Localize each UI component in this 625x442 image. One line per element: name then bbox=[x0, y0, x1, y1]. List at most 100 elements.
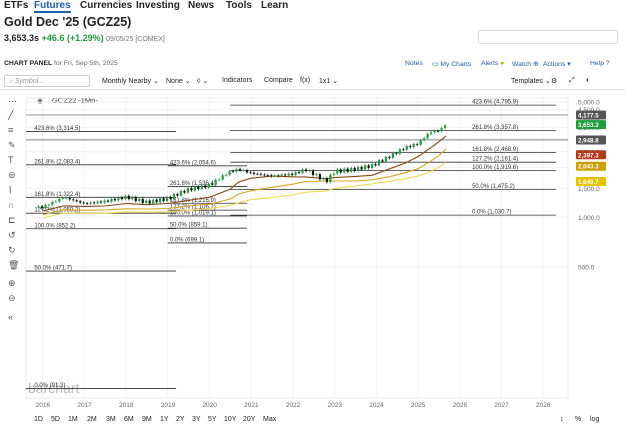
help-icon: ? bbox=[605, 60, 610, 67]
price-chart[interactable]: ◉ GCZ22 -1Mn- barchart 423.6% (4,795.9) 2… bbox=[0, 92, 625, 412]
help-link[interactable]: Help ? bbox=[590, 60, 610, 67]
candle-body bbox=[273, 175, 276, 177]
candle-body bbox=[322, 178, 325, 180]
candle-body bbox=[193, 186, 196, 191]
nav-tab-currencies[interactable]: Currencies bbox=[80, 0, 133, 11]
nav-tab-news[interactable]: News bbox=[188, 0, 215, 11]
magnet-icon[interactable]: ∩ bbox=[8, 200, 15, 210]
plus-icon: ⊕ bbox=[532, 61, 539, 68]
symbol-input[interactable]: ⌕ Symbol... bbox=[4, 75, 90, 87]
pen-icon[interactable]: ✎ bbox=[8, 140, 16, 150]
fib-tool-icon[interactable]: ≡ bbox=[8, 125, 14, 135]
candle-body bbox=[61, 198, 64, 199]
candle-body bbox=[391, 152, 394, 158]
fib-right-label: 161.8% (2,468.9) bbox=[472, 147, 518, 153]
draw-tool-icon[interactable]: ◊ ⌄ bbox=[197, 78, 209, 85]
candle-body bbox=[367, 165, 370, 169]
x-tick-label: 2020 bbox=[202, 402, 217, 409]
candle-body bbox=[423, 138, 426, 141]
range-1m[interactable]: 1M bbox=[68, 416, 78, 423]
candle-body bbox=[179, 190, 183, 196]
fx-button[interactable]: f(x) bbox=[300, 77, 311, 84]
moving-average-3 bbox=[42, 161, 447, 219]
range-20y[interactable]: 20Y bbox=[243, 416, 256, 423]
undo-icon[interactable]: ↺ bbox=[8, 230, 16, 240]
settings-icon[interactable]: ⚙ bbox=[551, 78, 558, 85]
nav-tab-futures[interactable]: Futures bbox=[34, 0, 71, 13]
candle-body bbox=[416, 143, 419, 145]
collapse-icon[interactable]: « bbox=[8, 312, 14, 322]
candle-body bbox=[336, 169, 339, 174]
log-toggle[interactable]: log bbox=[590, 416, 600, 423]
trendline-icon[interactable]: ╱ bbox=[8, 110, 14, 120]
range-3m[interactable]: 3M bbox=[106, 416, 116, 423]
fullscreen-icon[interactable]: ⤢ bbox=[569, 77, 575, 84]
quote-timestamp: 09/05/25 [COMEX] bbox=[106, 36, 165, 43]
candle-body bbox=[263, 174, 266, 176]
candle-body bbox=[159, 198, 162, 203]
compare-button[interactable]: Compare bbox=[264, 77, 293, 84]
text-tool-icon[interactable]: T bbox=[8, 155, 14, 165]
nav-tab-etfs[interactable]: ETFs bbox=[4, 0, 29, 11]
chevron-down-icon: ⌄ bbox=[152, 78, 159, 85]
candle-body bbox=[134, 197, 137, 202]
range-9m[interactable]: 9M bbox=[142, 416, 152, 423]
ad-banner bbox=[478, 30, 618, 44]
fib-mid-label: 50.0% (859.1) bbox=[170, 223, 208, 229]
fib-mid-label: 100.0% (1,019.1) bbox=[170, 210, 216, 216]
range-1d[interactable]: 1D bbox=[34, 416, 43, 423]
fib-mid-label: 127.2% (1,106.2) bbox=[170, 205, 216, 211]
pattern-icon[interactable]: ⌇ bbox=[8, 185, 13, 195]
my-charts-link[interactable]: ▭ My Charts bbox=[432, 61, 472, 68]
candle-body bbox=[92, 202, 96, 204]
range-3y[interactable]: 3Y bbox=[192, 416, 201, 423]
channel-icon[interactable]: ⊜ bbox=[8, 170, 16, 180]
range-10y[interactable]: 10Y bbox=[224, 416, 237, 423]
theme-toggle-icon[interactable]: ◐ bbox=[586, 77, 591, 84]
watch-link[interactable]: Watch ⊕ bbox=[512, 61, 539, 68]
notes-link[interactable]: Notes bbox=[405, 60, 423, 67]
chart-svg[interactable]: ◉ GCZ22 -1Mn- barchart 423.6% (4,795.9) 2… bbox=[0, 92, 625, 412]
candle-body bbox=[141, 198, 144, 204]
candle-body bbox=[242, 170, 245, 171]
range-2y[interactable]: 2Y bbox=[176, 416, 185, 423]
range-1y[interactable]: 1Y bbox=[160, 416, 169, 423]
autoscale-icon[interactable]: ↕ bbox=[560, 416, 564, 423]
templates-button[interactable]: Templates ⌄ bbox=[511, 78, 551, 85]
candle-body bbox=[377, 160, 381, 166]
period-select[interactable]: Monthly Nearby ⌄ bbox=[102, 78, 159, 85]
nav-tab-learn[interactable]: Learn bbox=[261, 0, 289, 11]
range-5d[interactable]: 5D bbox=[51, 416, 60, 423]
lock-icon[interactable]: ⊏ bbox=[8, 215, 16, 225]
redo-icon[interactable]: ↻ bbox=[8, 245, 16, 255]
candle-body bbox=[152, 199, 155, 204]
none-select[interactable]: None ⌄ bbox=[166, 78, 191, 85]
zoom-in-icon[interactable]: ⊕ bbox=[8, 278, 16, 288]
fib-left-label: 261.8% (2,083.4) bbox=[34, 159, 80, 165]
range-max[interactable]: Max bbox=[263, 416, 277, 423]
ratio-select[interactable]: 1x1 ⌄ bbox=[319, 78, 339, 85]
candle-body bbox=[405, 145, 408, 150]
price-tag-label: 3,653.3 bbox=[578, 122, 599, 129]
nav-tab-investing[interactable]: Investing bbox=[136, 0, 180, 11]
candle-body bbox=[395, 152, 398, 154]
range-2m[interactable]: 2M bbox=[87, 416, 97, 423]
candle-body bbox=[252, 172, 256, 174]
zoom-out-icon[interactable]: ⊖ bbox=[8, 293, 16, 303]
nav-tab-tools[interactable]: Tools bbox=[226, 0, 252, 11]
plot-frame bbox=[25, 97, 569, 399]
delete-icon[interactable]: 🗑 bbox=[8, 260, 20, 270]
candle-body bbox=[110, 198, 113, 202]
range-5y[interactable]: 5Y bbox=[208, 416, 217, 423]
candle-body bbox=[165, 196, 169, 202]
actions-menu[interactable]: Actions ▾ bbox=[543, 61, 571, 68]
eye-icon[interactable]: ◉ bbox=[37, 98, 43, 105]
pct-toggle[interactable]: % bbox=[575, 416, 582, 423]
price-tag-label: 1,649.7 bbox=[578, 179, 599, 186]
candle-body bbox=[277, 175, 280, 177]
alerts-link[interactable]: Alerts ● bbox=[481, 60, 505, 67]
indicators-button[interactable]: Indicators bbox=[222, 77, 253, 84]
range-6m[interactable]: 6M bbox=[124, 416, 134, 423]
crosshair-icon[interactable]: ⋯ bbox=[8, 96, 17, 106]
candle-body bbox=[433, 130, 436, 133]
